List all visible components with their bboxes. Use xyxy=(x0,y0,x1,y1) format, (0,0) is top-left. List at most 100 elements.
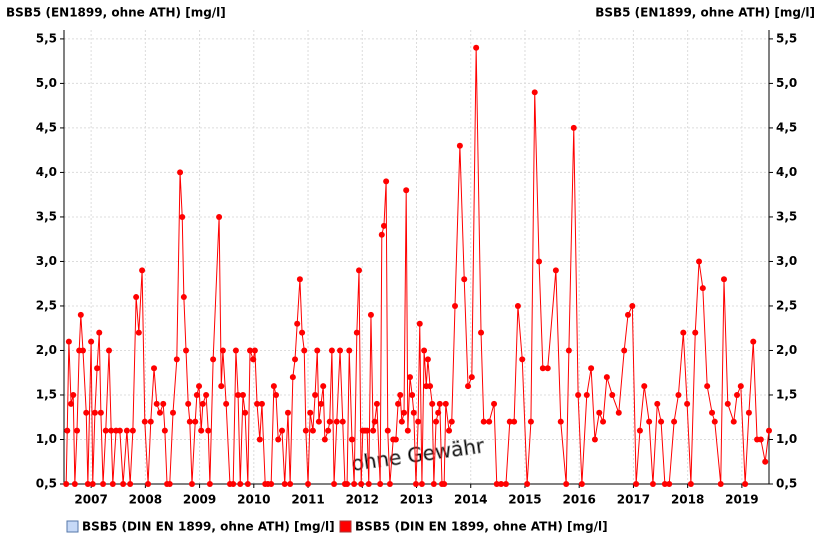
data-point xyxy=(421,347,428,354)
data-point xyxy=(435,409,442,416)
data-point xyxy=(270,383,277,390)
data-point xyxy=(65,338,72,345)
data-point xyxy=(410,409,417,416)
data-point xyxy=(671,418,678,425)
data-point xyxy=(312,391,319,398)
data-point xyxy=(433,418,440,425)
data-point xyxy=(398,418,405,425)
data-point xyxy=(544,365,551,372)
x-tick-label: 2012 xyxy=(346,493,379,507)
data-point xyxy=(161,427,168,434)
data-point xyxy=(100,481,107,487)
data-point xyxy=(79,347,86,354)
data-point xyxy=(96,329,103,336)
data-point xyxy=(478,329,485,336)
data-point xyxy=(578,481,585,487)
data-point xyxy=(147,418,154,425)
data-point xyxy=(406,374,413,381)
data-point xyxy=(348,436,355,443)
data-point xyxy=(699,285,706,292)
data-point xyxy=(71,481,78,487)
data-point xyxy=(514,302,521,309)
data-point xyxy=(331,481,338,487)
data-point xyxy=(730,418,737,425)
data-point xyxy=(583,391,590,398)
data-point xyxy=(565,347,572,354)
data-point xyxy=(384,427,391,434)
data-point xyxy=(292,356,299,363)
data-point xyxy=(145,481,152,487)
data-point xyxy=(615,409,622,416)
data-point xyxy=(367,311,374,318)
data-point xyxy=(762,458,769,465)
data-point xyxy=(318,400,325,407)
y2-tick-label: 5,0 xyxy=(776,76,797,90)
data-point xyxy=(173,356,180,363)
data-point xyxy=(446,427,453,434)
data-point xyxy=(383,178,390,185)
data-point xyxy=(415,418,422,425)
data-point xyxy=(328,347,335,354)
data-point xyxy=(242,409,249,416)
data-point xyxy=(680,329,687,336)
y2-tick-label: 2,5 xyxy=(776,298,797,312)
data-point xyxy=(89,481,96,487)
data-point xyxy=(575,391,582,398)
x-tick-label: 2010 xyxy=(237,493,270,507)
data-point xyxy=(344,481,351,487)
data-point xyxy=(64,427,71,434)
y-tick-label: 1,5 xyxy=(36,387,57,401)
data-point xyxy=(493,481,500,487)
data-point xyxy=(102,427,109,434)
data-point xyxy=(309,427,316,434)
data-point xyxy=(570,124,577,131)
x-tick-label: 2014 xyxy=(454,493,487,507)
data-point xyxy=(709,409,716,416)
data-point xyxy=(258,400,265,407)
data-point xyxy=(237,481,244,487)
data-point xyxy=(116,427,123,434)
data-point xyxy=(179,213,186,220)
y2-tick-label: 0,5 xyxy=(776,477,797,491)
data-point xyxy=(254,400,261,407)
data-point xyxy=(591,436,598,443)
y2-tick-label: 5,5 xyxy=(776,31,797,45)
data-point xyxy=(353,329,360,336)
data-point xyxy=(251,347,258,354)
data-point xyxy=(684,400,691,407)
data-point xyxy=(63,481,70,487)
data-point xyxy=(621,347,628,354)
data-point xyxy=(250,356,257,363)
data-point xyxy=(498,481,505,487)
data-point xyxy=(378,231,385,238)
data-point xyxy=(305,481,312,487)
data-point xyxy=(156,409,163,416)
data-point xyxy=(395,400,402,407)
x-tick-label: 2011 xyxy=(291,493,324,507)
data-point xyxy=(346,347,353,354)
data-point xyxy=(166,481,173,487)
data-point xyxy=(717,481,724,487)
data-point xyxy=(704,383,711,390)
data-point xyxy=(356,267,363,274)
x-tick-label: 2007 xyxy=(74,493,107,507)
y2-tick-label: 2,0 xyxy=(776,343,797,357)
data-point xyxy=(127,481,134,487)
data-point xyxy=(183,347,190,354)
data-point xyxy=(461,276,468,283)
data-point xyxy=(133,294,140,301)
y-tick-label: 3,0 xyxy=(36,254,57,268)
data-point xyxy=(436,400,443,407)
y2-tick-label: 3,0 xyxy=(776,254,797,268)
data-point xyxy=(392,436,399,443)
data-point xyxy=(524,481,531,487)
data-point xyxy=(153,400,160,407)
data-point xyxy=(299,329,306,336)
data-point xyxy=(333,418,340,425)
data-point xyxy=(511,418,518,425)
data-point xyxy=(486,418,493,425)
y-tick-label: 5,0 xyxy=(36,76,57,90)
data-point xyxy=(742,481,749,487)
y-tick-label: 1,0 xyxy=(36,432,57,446)
data-point xyxy=(129,427,136,434)
